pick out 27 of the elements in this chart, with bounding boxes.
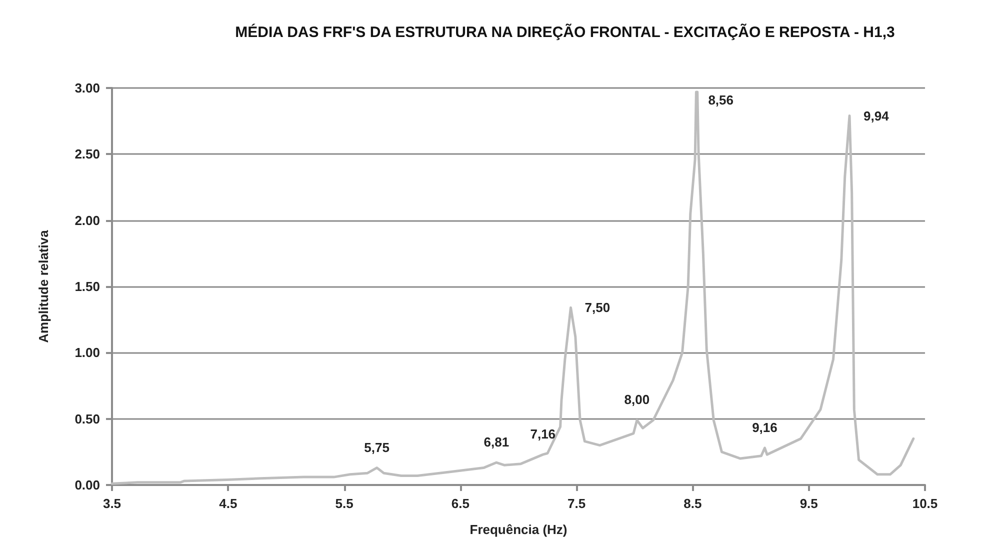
x-tick-label: 5.5 bbox=[335, 496, 354, 511]
y-tick-label: 0.00 bbox=[74, 478, 100, 492]
x-tick-label: 6.5 bbox=[451, 496, 470, 511]
x-tick-label: 4.5 bbox=[219, 496, 238, 511]
y-tick-label: 1.50 bbox=[74, 279, 100, 294]
annotation: 9,94 bbox=[864, 108, 890, 124]
chart-title: MÉDIA DAS FRF'S DA ESTRUTURA NA DIREÇÃO FRONTAL - EXCITAÇÃO E REPOSTA - H1,3 bbox=[235, 23, 895, 41]
y-tick-label: 2.50 bbox=[74, 146, 100, 162]
x-tick-label: 7.5 bbox=[568, 496, 586, 511]
y-tick-label: 0.50 bbox=[74, 411, 100, 426]
y-tick-label: 3.00 bbox=[74, 80, 100, 96]
x-tick-label: 3.5 bbox=[102, 496, 122, 511]
annotation: 8,00 bbox=[624, 392, 650, 408]
x-tick-label: 8.5 bbox=[684, 496, 702, 511]
line-series bbox=[110, 90, 915, 485]
x-tick-label: 9.5 bbox=[800, 496, 818, 511]
x-axis-title: Frequência (Hz) bbox=[470, 522, 568, 537]
annotation: 5,75 bbox=[364, 440, 390, 455]
x-tick-label: 10.5 bbox=[912, 496, 938, 511]
y-axis-title: Amplitude relativa bbox=[36, 229, 51, 343]
annotation: 9,16 bbox=[752, 420, 778, 435]
annotation: 6,81 bbox=[484, 434, 510, 450]
y-tick-label: 1.00 bbox=[74, 345, 100, 360]
y-tick-label: 2.00 bbox=[74, 212, 100, 228]
annotation: 7,50 bbox=[584, 300, 610, 316]
annotation: 7,16 bbox=[530, 426, 556, 442]
annotation: 8,56 bbox=[708, 92, 734, 108]
